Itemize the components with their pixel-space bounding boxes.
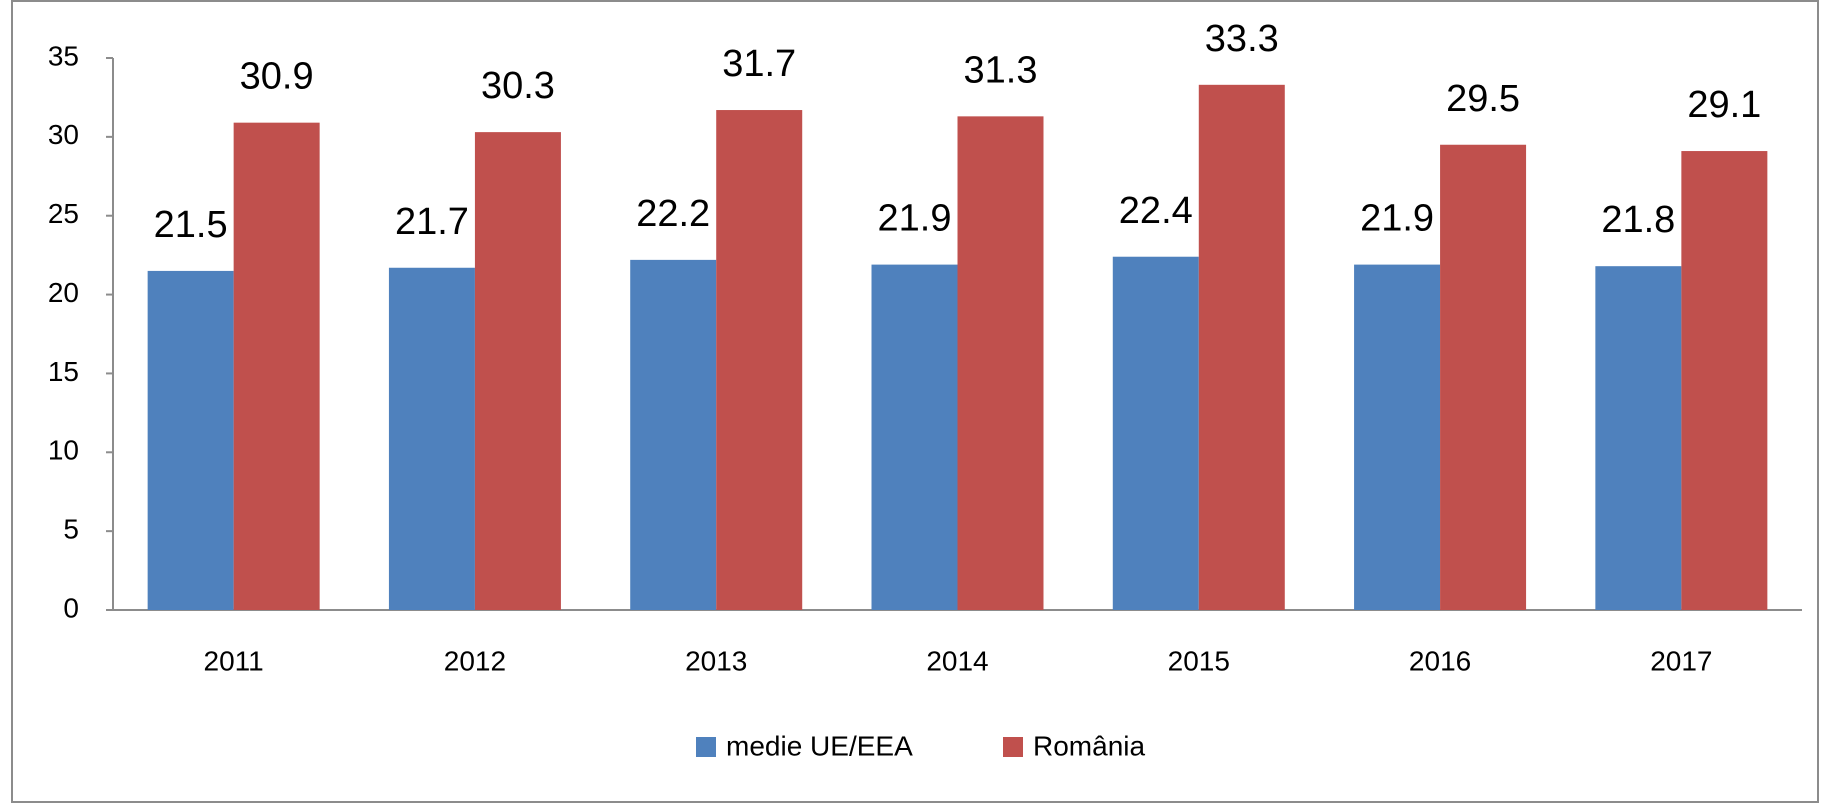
y-tick-label: 20 [48, 277, 79, 308]
x-tick-label: 2014 [926, 645, 988, 676]
x-tick-label: 2011 [204, 645, 264, 676]
bar [1681, 151, 1768, 610]
x-tick-label: 2012 [444, 645, 506, 676]
bar [1198, 84, 1285, 611]
legend-label: medie UE/EEA [726, 730, 913, 761]
bar [147, 270, 234, 610]
value-label: 22.2 [636, 193, 710, 235]
bar [630, 259, 717, 610]
legend-swatch [1003, 737, 1023, 757]
y-tick-label: 35 [48, 40, 79, 71]
value-label: 30.9 [240, 56, 314, 98]
x-tick-label: 2017 [1650, 645, 1712, 676]
y-tick-label: 0 [63, 592, 79, 623]
y-tick-label: 30 [48, 119, 79, 150]
value-label: 31.7 [722, 43, 796, 85]
value-label: 21.5 [154, 204, 228, 246]
value-label: 30.3 [481, 65, 555, 107]
value-label: 31.3 [964, 49, 1038, 91]
value-label: 29.5 [1446, 78, 1520, 120]
chart-frame [11, 0, 1819, 803]
bar [871, 264, 958, 610]
bar [1595, 266, 1682, 610]
x-tick-label: 2013 [685, 645, 747, 676]
bar [957, 116, 1044, 611]
bar [233, 122, 320, 611]
bar [1112, 256, 1199, 610]
value-label: 21.9 [1360, 198, 1434, 240]
value-label: 21.8 [1601, 199, 1675, 241]
x-tick-label: 2016 [1409, 645, 1471, 676]
bar [1354, 264, 1441, 610]
y-tick-label: 25 [48, 198, 79, 229]
legend-swatch [696, 737, 716, 757]
y-tick-label: 15 [48, 356, 79, 387]
value-label: 29.1 [1687, 84, 1761, 126]
legend-label: România [1033, 730, 1145, 761]
value-label: 33.3 [1205, 18, 1279, 60]
y-tick-label: 5 [63, 514, 79, 545]
value-label: 21.9 [878, 198, 952, 240]
value-label: 21.7 [395, 201, 469, 243]
bar [388, 267, 475, 610]
value-label: 22.4 [1119, 190, 1193, 232]
bar [474, 132, 561, 610]
y-tick-label: 10 [48, 435, 79, 466]
x-tick-label: 2015 [1168, 645, 1230, 676]
bar [1440, 144, 1527, 610]
bar [716, 110, 803, 610]
